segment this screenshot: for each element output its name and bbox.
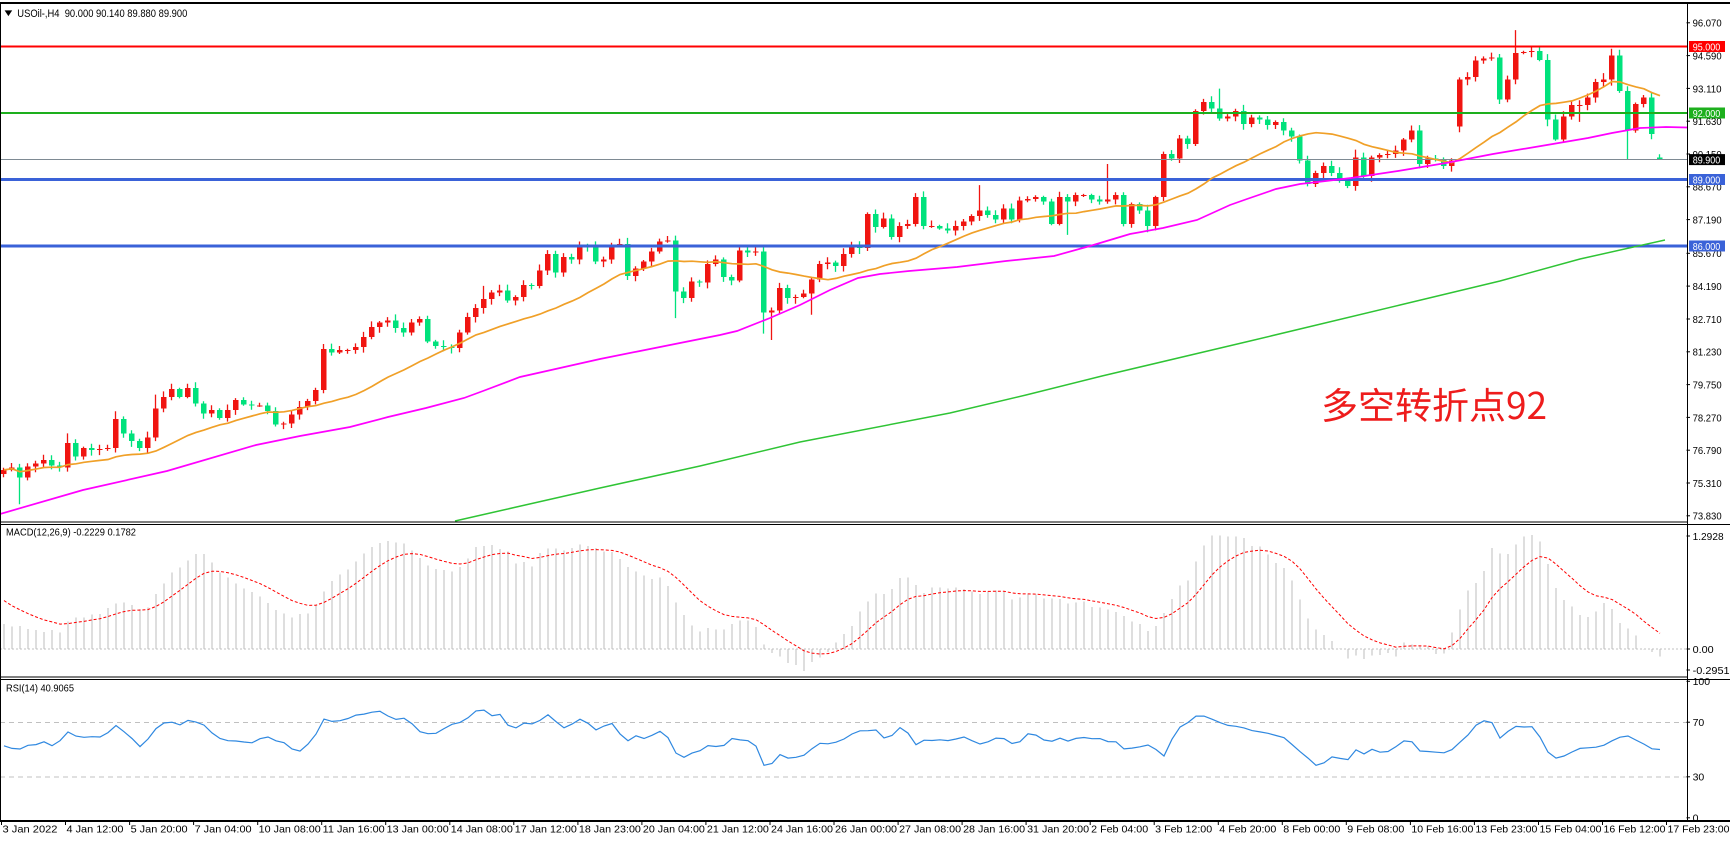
svg-text:13 Feb 23:00: 13 Feb 23:00: [1475, 824, 1537, 836]
svg-text:28 Jan 16:00: 28 Jan 16:00: [963, 824, 1025, 836]
svg-text:3 Feb 12:00: 3 Feb 12:00: [1155, 824, 1212, 836]
svg-text:4 Jan 12:00: 4 Jan 12:00: [67, 824, 124, 836]
svg-text:-0.2951: -0.2951: [1693, 665, 1730, 677]
svg-text:MACD(12,26,9) -0.2229 0.1782: MACD(12,26,9) -0.2229 0.1782: [6, 527, 136, 539]
svg-text:70: 70: [1693, 717, 1705, 729]
svg-text:87.190: 87.190: [1693, 215, 1722, 227]
svg-text:4 Feb 20:00: 4 Feb 20:00: [1219, 824, 1276, 836]
svg-text:17 Feb 23:00: 17 Feb 23:00: [1668, 824, 1730, 836]
svg-text:86.000: 86.000: [1693, 241, 1721, 253]
svg-text:USOil-,H4 90.000 90.140 89.88: USOil-,H4 90.000 90.140 89.880 89.900: [17, 8, 187, 20]
svg-text:26 Jan 00:00: 26 Jan 00:00: [835, 824, 897, 836]
svg-text:95.000: 95.000: [1693, 41, 1721, 53]
svg-text:11 Jan 16:00: 11 Jan 16:00: [323, 824, 385, 836]
svg-text:8 Feb 00:00: 8 Feb 00:00: [1283, 824, 1340, 836]
svg-text:3 Jan 2022: 3 Jan 2022: [3, 824, 58, 836]
svg-text:9 Feb 08:00: 9 Feb 08:00: [1347, 824, 1404, 836]
svg-text:93.110: 93.110: [1693, 83, 1722, 95]
svg-text:2 Feb 04:00: 2 Feb 04:00: [1091, 824, 1148, 836]
svg-text:79.750: 79.750: [1693, 380, 1722, 392]
svg-text:100: 100: [1693, 676, 1711, 688]
svg-text:0: 0: [1693, 813, 1699, 825]
svg-text:16 Feb 12:00: 16 Feb 12:00: [1604, 824, 1666, 836]
svg-text:5 Jan 20:00: 5 Jan 20:00: [131, 824, 188, 836]
svg-text:13 Jan 00:00: 13 Jan 00:00: [387, 824, 449, 836]
svg-text:81.230: 81.230: [1693, 347, 1722, 359]
svg-text:18 Jan 23:00: 18 Jan 23:00: [579, 824, 641, 836]
svg-text:78.270: 78.270: [1693, 412, 1722, 424]
svg-text:14 Jan 08:00: 14 Jan 08:00: [451, 824, 513, 836]
svg-text:91.630: 91.630: [1693, 116, 1722, 128]
svg-text:96.070: 96.070: [1693, 18, 1722, 30]
svg-text:27 Jan 08:00: 27 Jan 08:00: [899, 824, 961, 836]
svg-text:75.310: 75.310: [1693, 478, 1722, 490]
svg-text:7 Jan 04:00: 7 Jan 04:00: [195, 824, 252, 836]
svg-text:RSI(14) 40.9065: RSI(14) 40.9065: [6, 683, 74, 695]
svg-text:84.190: 84.190: [1693, 281, 1722, 293]
svg-text:94.590: 94.590: [1693, 51, 1722, 63]
svg-text:73.830: 73.830: [1693, 511, 1722, 523]
svg-text:89.900: 89.900: [1693, 155, 1721, 167]
svg-text:10 Feb 16:00: 10 Feb 16:00: [1411, 824, 1473, 836]
svg-text:24 Jan 16:00: 24 Jan 16:00: [771, 824, 833, 836]
svg-text:76.790: 76.790: [1693, 445, 1722, 457]
svg-text:82.710: 82.710: [1693, 314, 1722, 326]
svg-text:15 Feb 04:00: 15 Feb 04:00: [1540, 824, 1602, 836]
svg-text:92.000: 92.000: [1693, 108, 1721, 120]
svg-text:10 Jan 08:00: 10 Jan 08:00: [259, 824, 321, 836]
svg-text:30: 30: [1693, 772, 1705, 784]
svg-text:31 Jan 20:00: 31 Jan 20:00: [1027, 824, 1089, 836]
svg-text:1.2928: 1.2928: [1693, 531, 1724, 543]
svg-text:21 Jan 12:00: 21 Jan 12:00: [707, 824, 769, 836]
svg-text:0.00: 0.00: [1693, 644, 1714, 656]
svg-text:89.000: 89.000: [1693, 174, 1721, 186]
svg-text:20 Jan 04:00: 20 Jan 04:00: [643, 824, 705, 836]
svg-text:17 Jan 12:00: 17 Jan 12:00: [515, 824, 577, 836]
